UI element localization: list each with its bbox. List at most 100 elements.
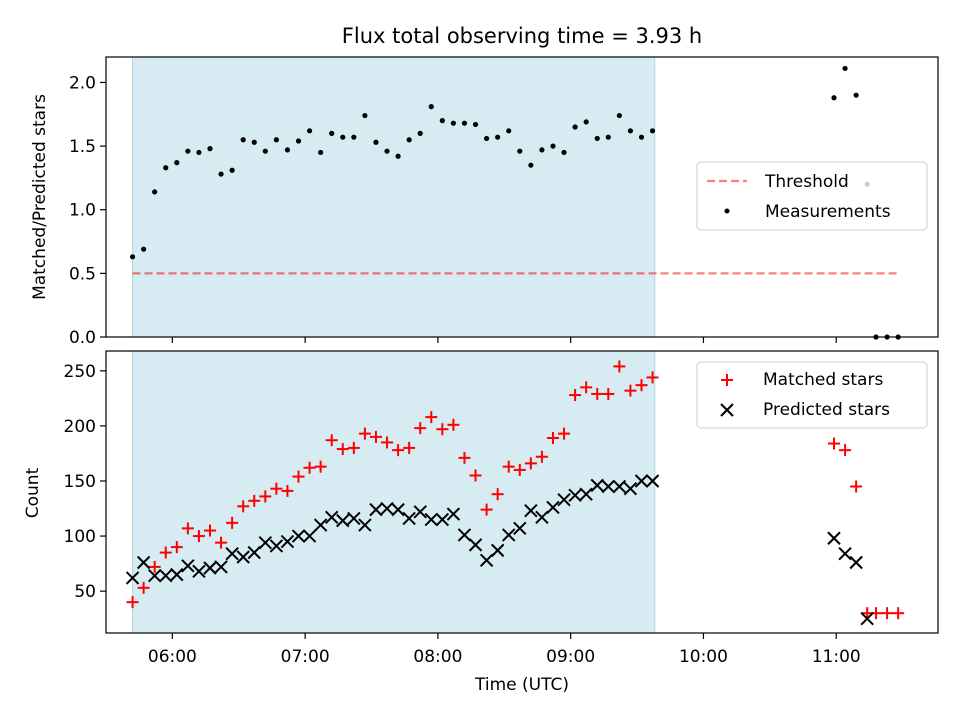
matched-point — [502, 460, 515, 473]
bottom-x-axis-label: Time (UTC) — [474, 675, 569, 695]
measurement-point — [506, 128, 512, 134]
matched-point — [513, 463, 526, 476]
measurement-point — [649, 128, 656, 134]
predicted-point — [402, 511, 416, 526]
predicted-point — [214, 560, 228, 574]
predicted-point — [446, 507, 461, 521]
matched-point — [569, 389, 582, 402]
predicted-point — [546, 500, 560, 515]
predicted-point — [513, 521, 527, 536]
predicted-point — [457, 528, 472, 542]
measurement-point — [207, 146, 213, 152]
matched-point — [580, 381, 593, 394]
legend-measurements-label: Measurements — [765, 202, 891, 222]
measurement-point — [395, 153, 401, 159]
predicted-point — [524, 504, 538, 518]
predicted-point — [159, 569, 173, 583]
measurement-point — [627, 128, 634, 134]
measurement-point — [373, 139, 379, 145]
predicted-point — [125, 571, 140, 585]
measurement-point — [517, 148, 523, 154]
bottom-axes-frame — [105, 350, 939, 634]
matched-point — [414, 422, 427, 435]
matched-point — [181, 522, 194, 535]
measurement-point — [605, 134, 611, 140]
measurement-point — [528, 162, 534, 168]
predicted-point — [147, 569, 162, 583]
bottom-xtick-label: 10:00 — [679, 647, 728, 667]
matched-point — [192, 530, 205, 543]
measurement-point — [152, 189, 158, 195]
bottom-shaded-span — [132, 350, 656, 634]
predicted-point — [391, 502, 405, 517]
predicted-point — [435, 512, 450, 527]
bottom-xtick-label: 07:00 — [281, 647, 330, 667]
measurement-point — [561, 149, 567, 156]
measurement-point — [550, 143, 556, 149]
matched-point — [828, 437, 840, 450]
measurement-point — [196, 149, 202, 156]
matched-point — [447, 418, 460, 431]
bottom-legend-box — [696, 361, 928, 429]
measurement-point — [483, 135, 490, 142]
legend-predicted-swatch — [720, 403, 734, 417]
matched-point — [226, 516, 239, 529]
predicted-point — [369, 502, 383, 517]
predicted-point — [424, 512, 438, 527]
measurement-point — [262, 148, 268, 154]
predicted-point — [291, 529, 306, 543]
matched-point — [591, 387, 604, 400]
matched-point — [303, 461, 316, 474]
top-ytick-label: 1.0 — [69, 201, 96, 221]
matched-point — [381, 436, 394, 449]
matched-point — [392, 444, 405, 457]
top-axes-frame — [105, 56, 939, 338]
bottom-ytick-label: 150 — [64, 472, 96, 492]
matched-point — [469, 469, 482, 482]
bottom-panel: 50 100 150 200 250 06:00 07:00 08:00 09:00 10:00… — [23, 350, 939, 695]
legend-measurements-swatch — [724, 208, 730, 214]
measurement-point — [853, 92, 859, 98]
matched-point — [170, 541, 183, 554]
matched-point — [204, 524, 216, 537]
bottom-xtick-label: 06:00 — [148, 647, 197, 667]
measurement-point — [284, 147, 291, 153]
matched-point — [325, 434, 338, 447]
predicted-point — [258, 535, 273, 550]
measurement-point — [318, 149, 324, 156]
matched-point — [292, 470, 305, 483]
measurement-point — [273, 137, 279, 143]
matched-point — [558, 427, 571, 440]
matched-point — [237, 500, 250, 513]
predicted-point — [623, 481, 638, 496]
matched-point — [458, 451, 471, 464]
bottom-xtick-label: 08:00 — [413, 647, 462, 667]
top-ytick-label: 1.5 — [69, 137, 96, 157]
predicted-point — [490, 543, 505, 558]
matched-point — [215, 536, 228, 549]
bottom-ytick-label: 200 — [64, 417, 96, 437]
predicted-point — [170, 567, 184, 582]
measurement-point — [594, 135, 600, 142]
predicted-point — [634, 474, 649, 488]
predicted-point — [225, 546, 239, 561]
predicted-point — [535, 510, 549, 525]
measurement-point — [185, 148, 191, 154]
predicted-point — [568, 488, 582, 503]
matched-point — [635, 379, 648, 392]
bottom-legend: Matched stars Predicted stars — [696, 361, 928, 429]
predicted-point — [269, 539, 284, 553]
measurement-point — [539, 147, 545, 153]
matched-point — [425, 411, 438, 424]
top-panel: 0.00.51.01.52.0 Matched/Predicted stars … — [30, 56, 939, 348]
measurement-point — [306, 128, 313, 134]
predicted-point — [347, 511, 361, 526]
measurement-point — [240, 137, 246, 143]
matched-point — [259, 490, 272, 503]
matched-point — [624, 384, 637, 397]
measurement-point — [351, 134, 357, 140]
matched-point — [535, 450, 548, 463]
matched-point — [524, 457, 537, 470]
matched-point — [403, 441, 416, 454]
matched-point — [646, 371, 659, 384]
